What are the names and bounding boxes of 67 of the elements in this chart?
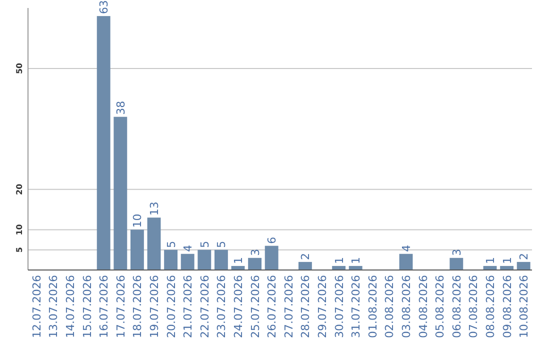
data-label: 5 <box>215 240 228 248</box>
data-label: 1 <box>484 256 497 264</box>
bar <box>130 230 144 270</box>
data-label: 4 <box>182 244 195 252</box>
x-tick-label: 03.08.2026 <box>400 275 413 338</box>
data-label: 6 <box>266 236 279 244</box>
x-tick-label: 10.08.2026 <box>518 275 531 338</box>
data-label: 1 <box>500 256 514 264</box>
bar <box>248 258 262 270</box>
x-tick-label: 12.07.2026 <box>30 275 44 338</box>
x-tick-label: 22.07.2026 <box>198 275 212 338</box>
bar <box>214 250 228 270</box>
data-label: 3 <box>248 248 262 256</box>
x-tick-label: 04.08.2026 <box>416 275 430 338</box>
x-tick-label: 19.07.2026 <box>148 275 161 338</box>
data-label: 2 <box>518 252 531 260</box>
x-tick-label: 24.07.2026 <box>232 275 245 338</box>
x-tick-label: 05.08.2026 <box>434 275 447 338</box>
data-label: 10 <box>131 214 144 228</box>
data-label: 1 <box>332 256 346 264</box>
x-tick-label: 26.07.2026 <box>266 275 279 338</box>
x-tick-label: 16.07.2026 <box>98 275 111 338</box>
bar <box>147 218 161 270</box>
data-label: 5 <box>198 240 212 248</box>
x-tick-label: 02.08.2026 <box>383 275 396 338</box>
x-tick-label: 28.07.2026 <box>299 275 312 338</box>
data-label: 5 <box>164 240 178 248</box>
x-tick-label: 09.08.2026 <box>500 275 514 338</box>
x-tick-label: 18.07.2026 <box>131 275 144 338</box>
bar <box>198 250 212 270</box>
bar <box>516 262 530 270</box>
y-tick-label: 10 <box>15 224 24 236</box>
x-tick-label: 21.07.2026 <box>182 275 195 338</box>
data-label: 63 <box>98 0 111 14</box>
x-tick-label: 30.07.2026 <box>332 275 346 338</box>
data-label: 4 <box>400 244 413 252</box>
data-label: 2 <box>299 252 312 260</box>
x-tick-label: 01.08.2026 <box>366 275 380 338</box>
x-tick-label: 23.07.2026 <box>215 275 228 338</box>
data-label: 13 <box>148 202 161 216</box>
x-tick-label: 17.07.2026 <box>114 275 128 338</box>
x-tick-label: 14.07.2026 <box>64 275 77 338</box>
y-tick-label: 20 <box>15 183 24 195</box>
x-tick-label: 25.07.2026 <box>248 275 262 338</box>
bar <box>114 116 128 270</box>
bar <box>298 262 312 270</box>
bar <box>450 258 464 270</box>
x-tick-label: 20.07.2026 <box>164 275 178 338</box>
bar <box>96 16 110 270</box>
x-tick-label: 29.07.2026 <box>316 275 329 338</box>
x-tick-label: 13.07.2026 <box>47 275 60 338</box>
x-tick-label: 07.08.2026 <box>467 275 480 338</box>
bar <box>180 254 194 270</box>
data-label: 3 <box>450 248 464 256</box>
x-tick-label: 06.08.2026 <box>450 275 464 338</box>
x-tick-label: 31.07.2026 <box>350 275 363 338</box>
y-tick-label: 5 <box>15 246 24 253</box>
data-label: 1 <box>232 256 245 264</box>
bar <box>164 250 178 270</box>
data-label: 38 <box>114 100 128 115</box>
bar <box>399 254 413 270</box>
y-tick-label: 50 <box>15 62 24 74</box>
bar <box>264 246 278 270</box>
x-tick-label: 15.07.2026 <box>80 275 94 338</box>
x-tick-label: 08.08.2026 <box>484 275 497 338</box>
x-tick-label: 27.07.2026 <box>282 275 296 338</box>
data-label: 1 <box>350 256 363 264</box>
